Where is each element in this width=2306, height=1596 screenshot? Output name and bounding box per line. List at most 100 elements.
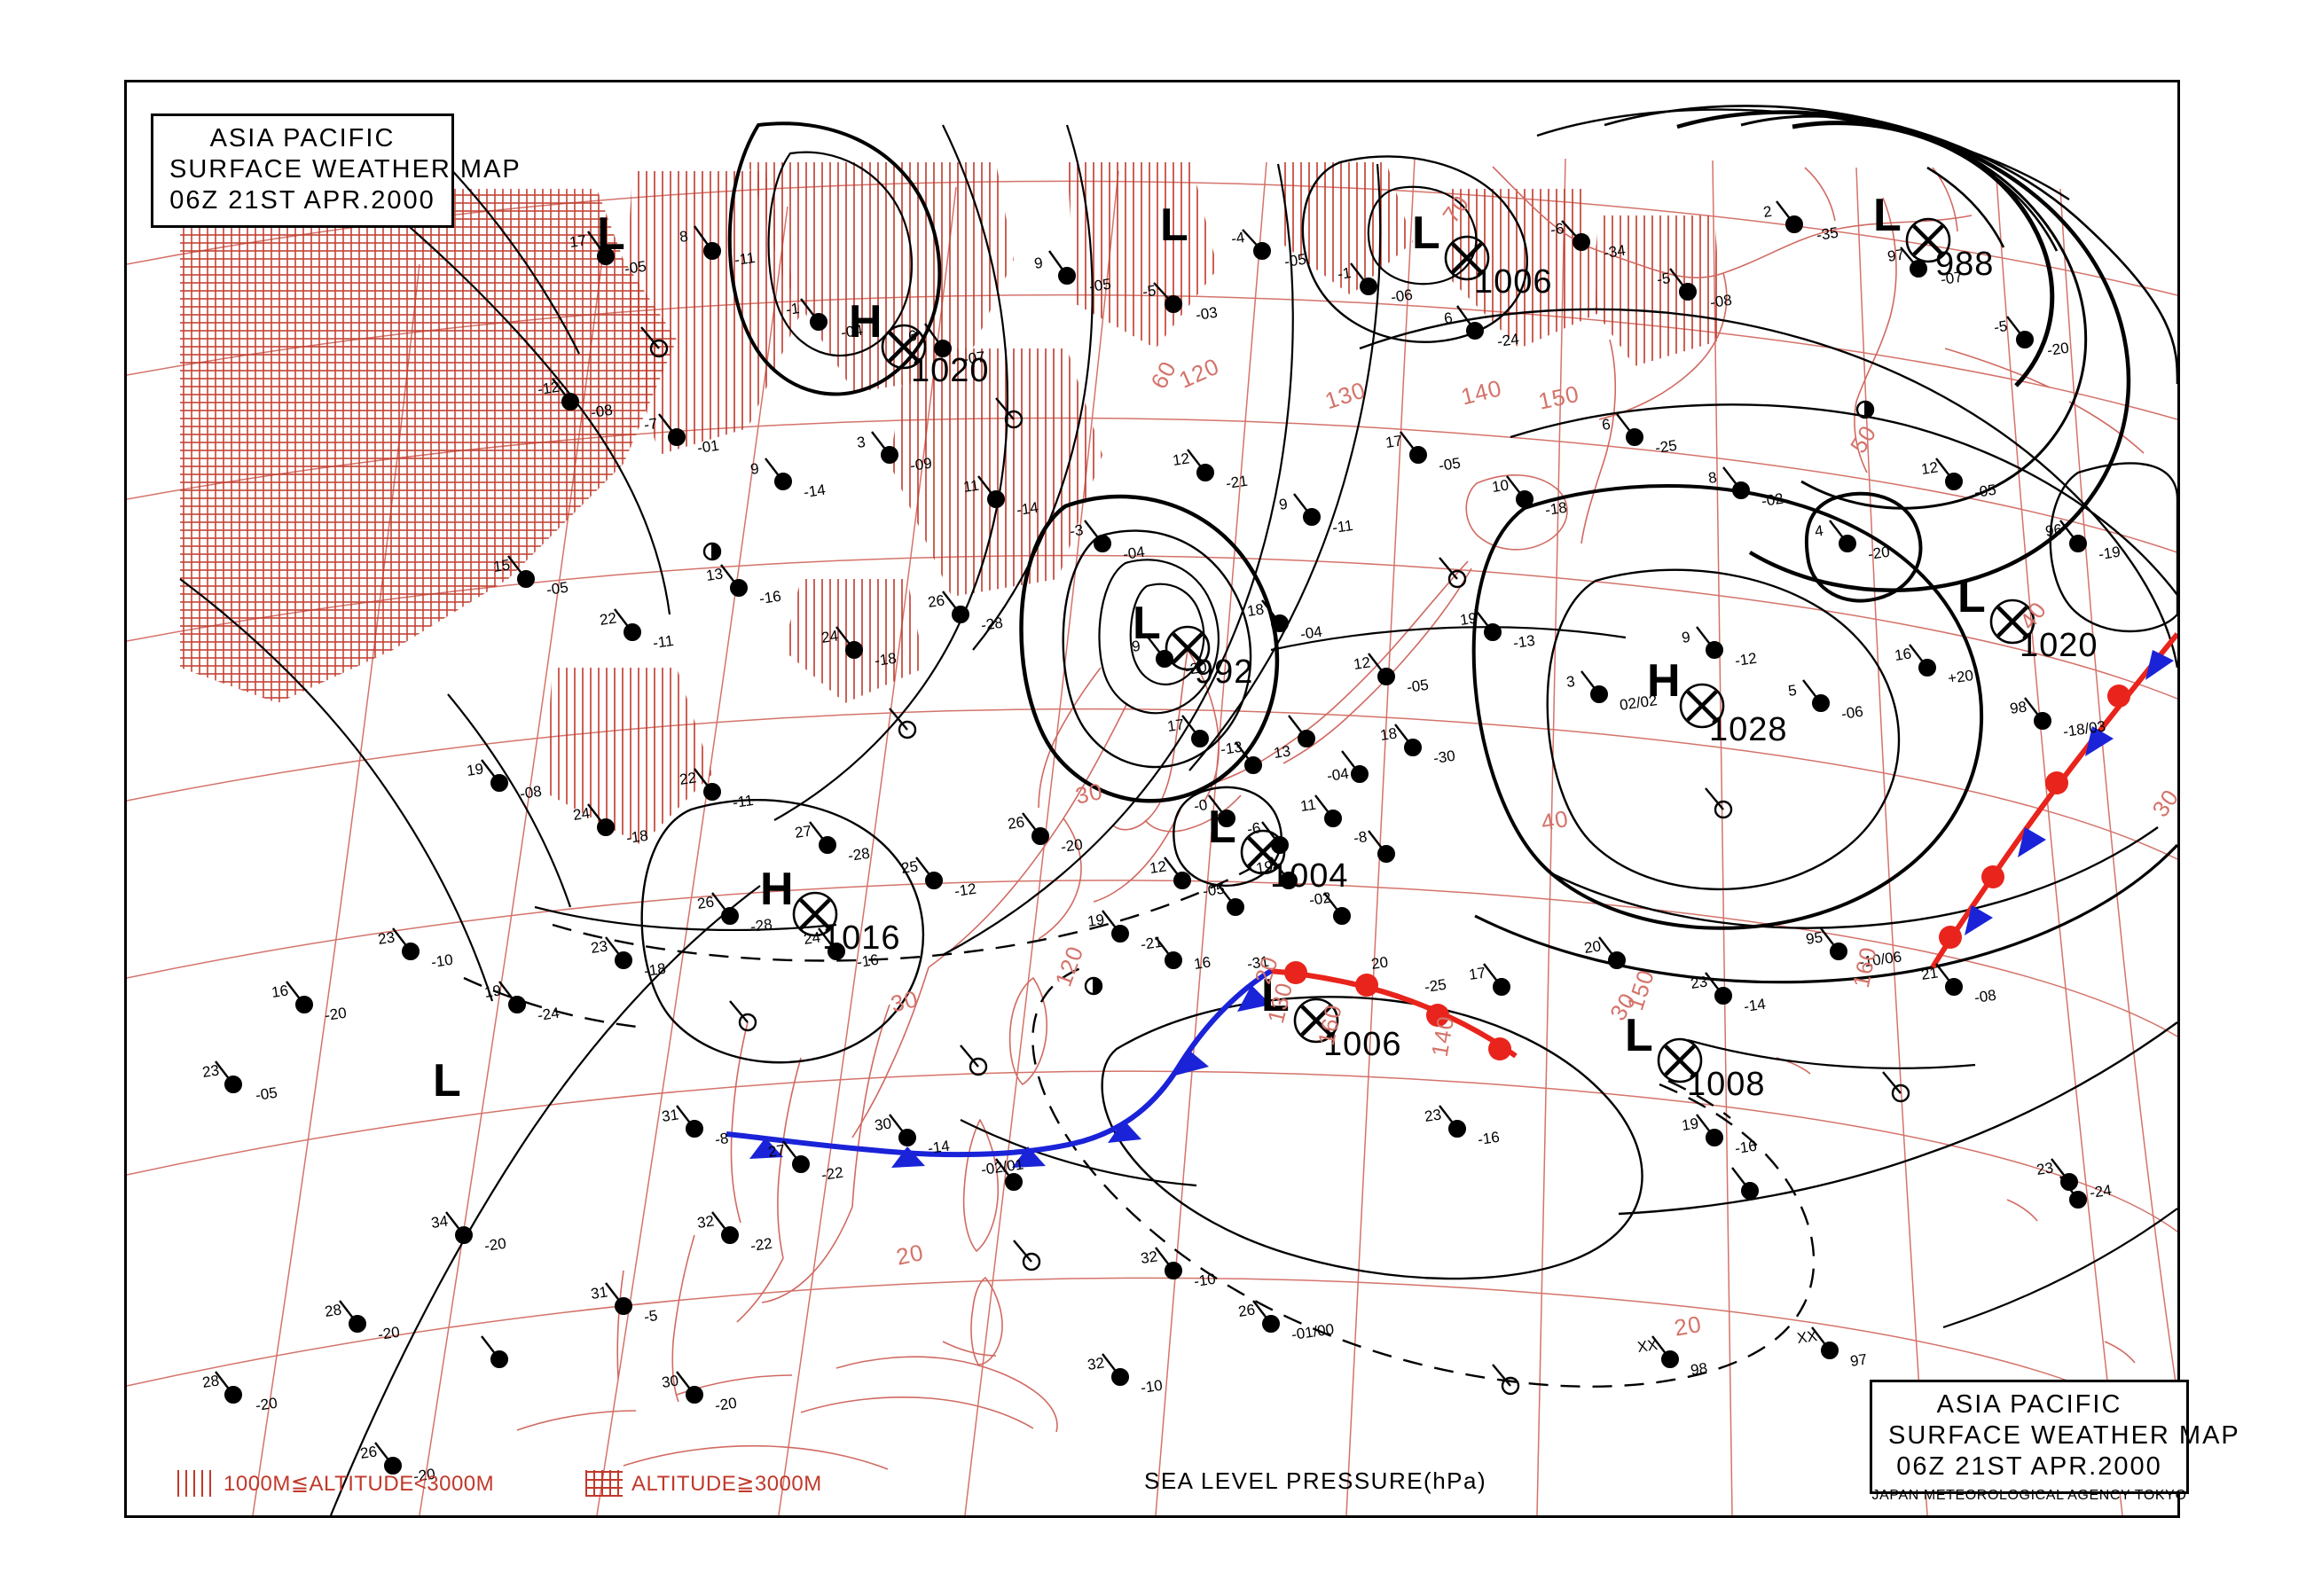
dashed-isobars [463,866,1816,1388]
svg-text:8: 8 [678,228,689,246]
svg-text:31: 31 [661,1107,679,1125]
svg-text:-16: -16 [1477,1129,1501,1148]
title-br-line-3: 06Z 21ST APR.2000 [1896,1452,2162,1481]
svg-text:-22: -22 [749,1235,773,1255]
svg-text:-11: -11 [652,632,675,652]
svg-text:96: 96 [2044,521,2063,540]
svg-text:16: 16 [1894,645,1912,664]
svg-text:-07: -07 [1940,269,1964,288]
svg-text:3: 3 [856,434,867,451]
svg-text:-12: -12 [1734,650,1758,669]
svg-text:-08: -08 [590,402,614,421]
svg-text:24: 24 [820,628,839,646]
svg-text:-08: -08 [519,783,543,802]
title-block-top-left: ASIA PACIFIC SURFACE WEATHER MAP 06Z 21S… [151,113,520,228]
title-br-line-1: ASIA PACIFIC [1936,1390,2122,1419]
svg-text:24: 24 [803,929,821,948]
svg-text:9: 9 [1131,638,1141,655]
svg-text:-28: -28 [749,916,773,935]
svg-text:-5: -5 [1141,282,1157,301]
svg-text:13: 13 [705,566,724,584]
svg-text:19: 19 [1086,911,1105,930]
svg-text:-05: -05 [1406,677,1430,696]
svg-text:-6: -6 [1549,220,1565,239]
svg-text:98: 98 [1690,1360,1708,1379]
svg-text:2: 2 [1762,203,1773,221]
svg-text:-14: -14 [803,481,827,501]
svg-text:-05: -05 [1283,251,1307,270]
svg-text:-5: -5 [1656,270,1672,288]
graticule-label: 20 [1672,1310,1704,1342]
svg-text:9: 9 [1033,254,1044,272]
graticule-label: 40 [1539,804,1571,836]
svg-text:-12: -12 [537,379,561,398]
svg-text:16: 16 [1193,954,1212,973]
svg-text:-20: -20 [377,1324,401,1343]
svg-text:32: 32 [1140,1248,1158,1267]
svg-text:-11: -11 [733,249,757,269]
svg-text:-07: -07 [962,348,986,368]
svg-text:-18: -18 [643,960,667,980]
graticule-label: 20 [893,1238,927,1271]
svg-text:-35: -35 [1816,224,1839,244]
svg-text:6: 6 [1601,416,1612,434]
svg-text:-05: -05 [545,579,569,598]
svg-text:-30: -30 [1432,747,1456,767]
svg-text:-08: -08 [1973,987,1997,1006]
svg-text:-20: -20 [1184,659,1208,678]
svg-text:98: 98 [2009,699,2028,717]
svg-text:-11: -11 [732,792,755,811]
svg-text:3: 3 [1565,673,1576,691]
svg-text:-21: -21 [1225,473,1249,492]
svg-text:15: 15 [492,557,511,575]
svg-text:20: 20 [1370,954,1389,973]
svg-text:23: 23 [377,929,396,948]
svg-text:26: 26 [1237,1302,1256,1320]
svg-text:-14: -14 [1016,499,1039,519]
svg-text:-8: -8 [714,1130,730,1148]
svg-text:10: 10 [1491,477,1510,496]
svg-text:-16: -16 [1734,1138,1758,1157]
svg-text:12: 12 [1920,459,1939,478]
svg-text:30: 30 [661,1373,679,1391]
svg-text:-10: -10 [1193,1271,1217,1290]
terrain-high-region [180,189,677,703]
svg-text:27: 27 [767,1142,786,1161]
cold-front [726,968,1273,1168]
svg-text:22: 22 [678,770,697,788]
svg-text:XX: XX [1796,1327,1818,1347]
svg-text:-8: -8 [1353,828,1369,847]
svg-text:19: 19 [1255,858,1274,877]
svg-text:+20: +20 [1947,667,1974,687]
svg-text:13: 13 [1273,743,1291,762]
svg-text:-18: -18 [874,650,898,669]
svg-text:-14: -14 [1743,996,1767,1015]
isobars [179,105,2177,1515]
svg-text:9: 9 [749,460,760,478]
svg-text:-16: -16 [758,588,782,607]
terrain-mid-region-2 [748,162,1014,393]
svg-text:-13: -13 [1220,739,1243,758]
svg-text:-02: -02 [1761,490,1784,510]
svg-text:-20: -20 [1867,544,1891,563]
svg-text:-12: -12 [953,880,977,900]
svg-text:-28: -28 [847,845,871,864]
svg-text:-5: -5 [643,1307,659,1326]
svg-text:23: 23 [2035,1160,2054,1178]
svg-text:-14: -14 [927,1138,951,1157]
svg-text:-1: -1 [1337,264,1353,283]
svg-text:-4: -4 [1230,229,1246,247]
svg-text:-34: -34 [1603,242,1627,262]
svg-text:-01: -01 [696,437,720,457]
terrain-mid-region-6 [1448,189,1599,348]
svg-text:-04: -04 [1326,765,1350,785]
svg-text:32: 32 [1086,1355,1105,1373]
svg-text:30: 30 [874,1115,892,1134]
coastlines [516,166,2145,1470]
svg-text:19: 19 [1459,610,1478,629]
terrain-mid-region-3 [890,348,1102,597]
svg-text:24: 24 [572,805,591,824]
legend-altitude-mid: 1000M≦ALTITUDE<3000M [177,1470,494,1497]
svg-text:-6: -6 [1246,819,1262,838]
